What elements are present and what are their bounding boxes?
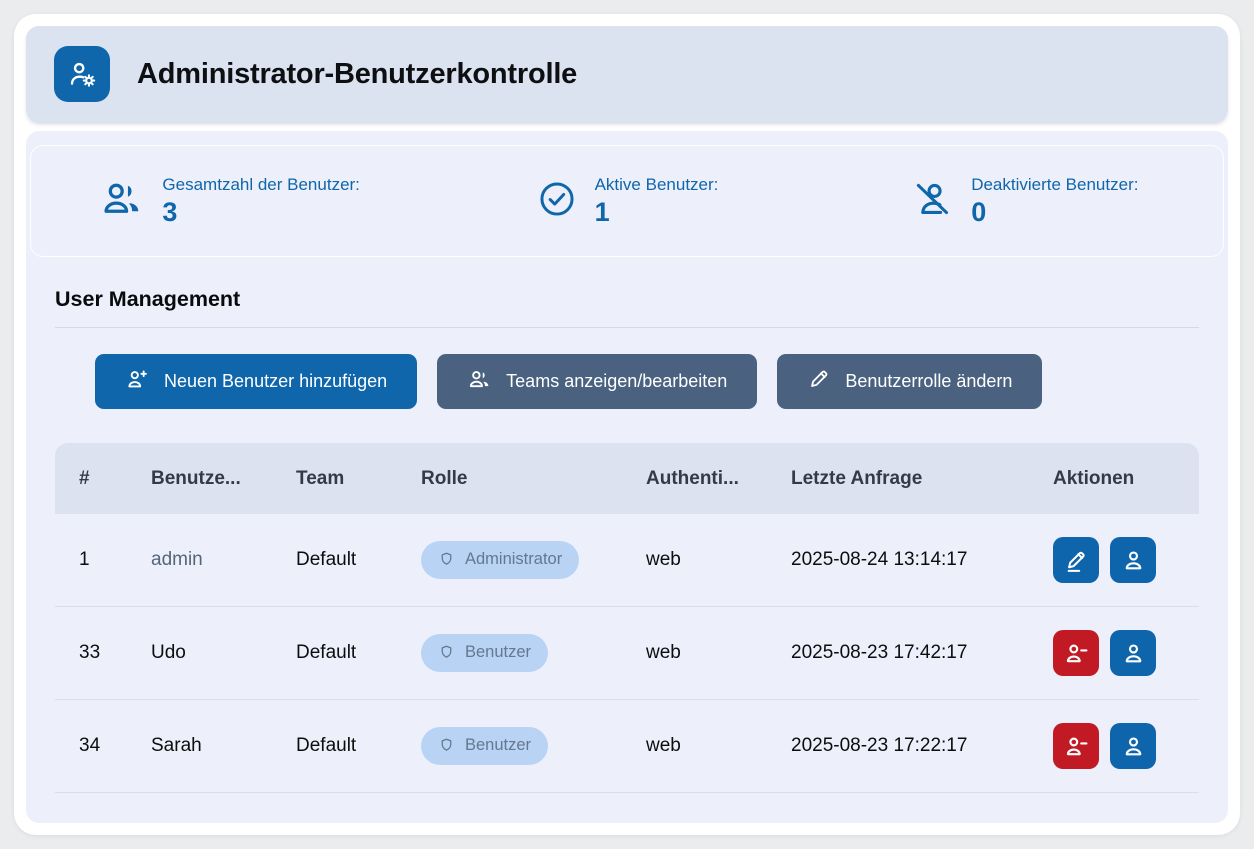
- user-slash-icon: [910, 177, 954, 226]
- cell-auth: web: [646, 735, 681, 756]
- user-plus-icon: [125, 367, 150, 397]
- change-role-button[interactable]: Benutzerrolle ändern: [777, 354, 1043, 409]
- cell-id: 33: [79, 642, 101, 663]
- cell-auth: web: [646, 642, 681, 663]
- col-actions: Aktionen: [1053, 467, 1135, 489]
- stat-value: 3: [162, 197, 178, 228]
- change-role-label: Benutzerrolle ändern: [845, 371, 1013, 391]
- row-actions: [1053, 723, 1199, 769]
- add-user-button[interactable]: Neuen Benutzer hinzufügen: [95, 354, 418, 409]
- col-team: Team: [296, 467, 345, 489]
- edit-user-button[interactable]: [1053, 537, 1099, 583]
- users-icon: [467, 367, 492, 397]
- panel-header: Administrator-Benutzerkontrolle: [26, 26, 1228, 122]
- stat-total-users: Gesamtzahl der Benutzer: 3: [31, 175, 428, 228]
- table-row: 34 Sarah Default Benutzer web 2025-08-23…: [55, 700, 1199, 793]
- col-auth: Authenti...: [646, 467, 739, 489]
- user-minus-icon: [1066, 737, 1087, 755]
- pencil-line-icon: [1067, 551, 1085, 572]
- role-badge-label: Administrator: [465, 550, 563, 568]
- row-actions: [1053, 630, 1199, 676]
- stats-summary: Gesamtzahl der Benutzer: 3 Aktive Benutz…: [30, 145, 1224, 257]
- admin-panel-card: Administrator-Benutzerkontrolle Gesamtza…: [14, 14, 1240, 835]
- role-badge: Benutzer: [421, 634, 549, 672]
- role-badge-label: Benutzer: [465, 643, 532, 661]
- role-badge: Benutzer: [421, 727, 549, 765]
- cell-team: Default: [296, 735, 357, 756]
- stat-deactivated-users: Deaktivierte Benutzer: 0: [826, 175, 1223, 228]
- cell-auth: web: [646, 549, 681, 570]
- pencil-icon: [807, 367, 831, 396]
- role-badge: Administrator: [421, 541, 580, 579]
- user-gear-icon: [54, 46, 110, 102]
- row-actions: [1053, 537, 1199, 583]
- view-user-button[interactable]: [1110, 537, 1156, 583]
- user-minus-icon: [1066, 644, 1087, 662]
- cell-username: Udo: [151, 642, 186, 663]
- stat-label: Deaktivierte Benutzer:: [971, 175, 1139, 195]
- add-user-label: Neuen Benutzer hinzufügen: [164, 371, 388, 391]
- stat-label: Aktive Benutzer:: [594, 175, 719, 195]
- user-icon: [1125, 550, 1141, 569]
- cell-team: Default: [296, 549, 357, 570]
- cell-last-request: 2025-08-23 17:22:17: [791, 735, 968, 756]
- cell-id: 34: [79, 735, 101, 756]
- stat-active-users: Aktive Benutzer: 1: [428, 175, 825, 228]
- remove-user-button[interactable]: [1053, 723, 1099, 769]
- check-circle-icon: [536, 178, 578, 225]
- user-table: # Benutze... Team Rolle Authenti... Letz…: [55, 443, 1199, 793]
- col-last-request: Letzte Anfrage: [791, 467, 923, 489]
- shield-icon: [441, 645, 452, 658]
- col-role: Rolle: [421, 467, 468, 489]
- teams-label: Teams anzeigen/bearbeiten: [506, 371, 728, 391]
- user-icon: [1125, 643, 1141, 662]
- cell-id: 1: [79, 549, 90, 570]
- user-icon: [1125, 736, 1141, 755]
- stat-value: 1: [594, 197, 610, 228]
- stat-value: 0: [971, 197, 987, 228]
- section-divider: [55, 327, 1199, 328]
- table-row: 33 Udo Default Benutzer web 2025-08-23 1…: [55, 607, 1199, 700]
- users-icon: [99, 176, 145, 227]
- username-link[interactable]: admin: [151, 549, 203, 570]
- toolbar: Neuen Benutzer hinzufügen Teams anzeigen…: [95, 354, 1224, 409]
- view-user-button[interactable]: [1110, 630, 1156, 676]
- cell-username: Sarah: [151, 735, 202, 756]
- section-title: User Management: [55, 287, 241, 311]
- table-row: 1 admin Default Administrator web 2025-0…: [55, 514, 1199, 607]
- role-badge-label: Benutzer: [465, 736, 532, 754]
- page-title: Administrator-Benutzerkontrolle: [137, 57, 578, 90]
- remove-user-button[interactable]: [1053, 630, 1099, 676]
- table-header-row: # Benutze... Team Rolle Authenti... Letz…: [55, 443, 1199, 514]
- col-username: Benutze...: [151, 467, 241, 489]
- view-user-button[interactable]: [1110, 723, 1156, 769]
- shield-icon: [441, 738, 452, 751]
- panel-body: Gesamtzahl der Benutzer: 3 Aktive Benutz…: [26, 131, 1228, 823]
- shield-icon: [441, 552, 452, 565]
- teams-button[interactable]: Teams anzeigen/bearbeiten: [437, 354, 758, 409]
- col-id: #: [79, 467, 90, 489]
- cell-team: Default: [296, 642, 357, 663]
- stat-label: Gesamtzahl der Benutzer:: [162, 175, 360, 195]
- cell-last-request: 2025-08-23 17:42:17: [791, 642, 968, 663]
- cell-last-request: 2025-08-24 13:14:17: [791, 549, 968, 570]
